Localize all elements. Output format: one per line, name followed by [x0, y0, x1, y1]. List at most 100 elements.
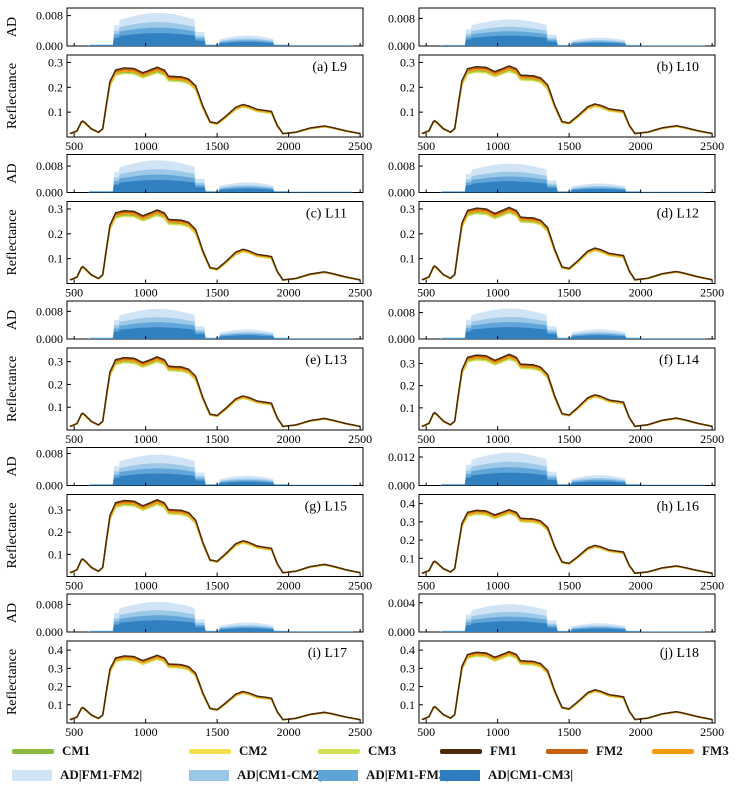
- legend-label-ad-cm1-cm3: AD|CM1-CM3|: [488, 767, 574, 782]
- reflectance-line-fm1: [421, 65, 713, 135]
- panel-8: 0.000 0.012 0.1 0.2 0.3 0.4 500 1000 1500 2000 250…: [388, 447, 724, 593]
- reflectance-tick-label: 0.2: [400, 227, 415, 241]
- panel-label: (c) L11: [306, 207, 347, 222]
- ad-axis-label: AD: [5, 163, 20, 183]
- x-tick-label: 2000: [277, 139, 301, 153]
- reflectance-axis-label: Reflectance: [5, 63, 20, 129]
- ad-area-4: [419, 621, 713, 632]
- legend: CM1 CM2 CM3 FM1 FM2 FM3 AD|FM1-FM2| AD|C…: [0, 736, 737, 807]
- ad-plot-frame: [66, 300, 364, 340]
- reflectance-tick-label: 0.3: [400, 55, 415, 69]
- x-tick-label: 500: [417, 579, 435, 593]
- reflectance-tick-label: 0.2: [48, 227, 63, 241]
- ad-area-4: [67, 327, 361, 339]
- ad-area-4: [419, 472, 713, 486]
- legend-label-fm3: FM3: [702, 743, 729, 758]
- legend-swatch-fm2: [546, 748, 588, 754]
- x-tick-label: 2500: [348, 286, 372, 300]
- ad-area-4: [419, 181, 713, 193]
- ad-tick-label: 0.008: [388, 159, 415, 173]
- x-tick-label: 500: [417, 139, 435, 153]
- panel-9: 0.000 0.008 AD 0.1 0.2 0.3 0.4 Reflectance 500 10…: [5, 593, 372, 736]
- x-tick-label: 1000: [486, 725, 510, 736]
- reflectance-tick-label: 0.4: [48, 643, 63, 657]
- ad-plot-frame: [418, 447, 716, 486]
- x-tick-label: 1000: [486, 432, 510, 446]
- x-tick-label: 2000: [629, 432, 653, 446]
- legend-label-cm3: CM3: [368, 743, 397, 758]
- reflectance-line-fm1: [421, 353, 713, 428]
- reflectance-tick-label: 0.1: [400, 401, 415, 415]
- reflectance-tick-label: 0.2: [400, 680, 415, 694]
- legend-label-fm2: FM2: [596, 743, 623, 758]
- reflectance-tick-label: 0.3: [48, 355, 63, 369]
- panel-label: (f) L14: [659, 353, 699, 368]
- legend-swatch-cm3: [318, 748, 360, 754]
- ad-plot-frame: [66, 7, 364, 47]
- panel-label: (b) L10: [657, 60, 699, 75]
- panel-label: (d) L12: [657, 207, 699, 222]
- reflectance-axis-label: Reflectance: [5, 356, 20, 422]
- panel-label: (a) L9: [312, 60, 347, 75]
- reflectance-tick-label: 0.3: [48, 503, 63, 517]
- legend-swatch-cm1: [12, 748, 54, 754]
- reflectance-tick-label: 0.1: [48, 698, 63, 712]
- panel-label: (e) L13: [305, 353, 347, 368]
- x-tick-label: 500: [417, 286, 435, 300]
- panel-7: 0.000 0.008 AD 0.1 0.2 0.3 Reflectance 500 1000 1…: [5, 447, 372, 593]
- x-tick-label: 2000: [277, 432, 301, 446]
- panel-label: (i) L17: [308, 646, 347, 661]
- x-tick-label: 1500: [557, 725, 581, 736]
- legend-swatch-fm3: [652, 748, 694, 754]
- reflectance-axis-label: Reflectance: [5, 209, 20, 275]
- ad-tick-label: 0.008: [388, 11, 415, 25]
- reflectance-tick-label: 0.1: [48, 252, 63, 266]
- reflectance-tick-label: 0.2: [48, 80, 63, 94]
- legend-label-ad-cm1-cm2: AD|CM1-CM2|: [237, 767, 323, 782]
- ad-plot-frame: [418, 593, 716, 633]
- x-tick-label: 2000: [629, 139, 653, 153]
- legend-item-ad-fm1-fm2: AD|FM1-FM2|: [12, 766, 142, 784]
- ad-area-4: [67, 620, 361, 632]
- ad-tick-label: 0.000: [388, 625, 415, 639]
- ad-tick-label: 0.004: [388, 596, 415, 610]
- reflectance-tick-label: 0.4: [400, 643, 415, 657]
- reflectance-axis-label: Reflectance: [5, 649, 20, 715]
- ad-area-4: [419, 35, 713, 46]
- legend-item-fm2: FM2: [546, 742, 623, 760]
- x-tick-label: 2500: [700, 286, 724, 300]
- legend-item-cm3: CM3: [318, 742, 396, 760]
- panel-1: 0.000 0.008 AD 0.1 0.2 0.3 Reflectance 500 1000 1…: [5, 7, 372, 153]
- reflectance-tick-label: 0.3: [48, 661, 63, 675]
- ad-tick-label: 0.000: [36, 479, 63, 493]
- x-tick-label: 1000: [134, 432, 158, 446]
- ad-tick-label: 0.000: [36, 39, 63, 53]
- ad-tick-label: 0.000: [36, 625, 63, 639]
- legend-label-ad-fm1-fm3: AD|FM1-FM3|: [366, 767, 449, 782]
- figure-panels: 0.000 0.008 AD 0.1 0.2 0.3 Reflectance 500 1000 1…: [5, 7, 724, 736]
- x-tick-label: 2000: [277, 725, 301, 736]
- ad-tick-label: 0.008: [36, 597, 63, 611]
- reflectance-tick-label: 0.1: [400, 105, 415, 119]
- reflectance-tick-label: 0.2: [48, 680, 63, 694]
- ad-tick-label: 0.000: [388, 332, 415, 346]
- ad-plot-frame: [418, 7, 716, 47]
- reflectance-plot-frame: [66, 494, 364, 577]
- reflectance-tick-label: 0.4: [400, 497, 415, 511]
- panel-label: (g) L15: [305, 500, 347, 515]
- x-tick-label: 1500: [557, 579, 581, 593]
- reflectance-tick-label: 0.2: [400, 379, 415, 393]
- panel-3: 0.000 0.008 AD 0.1 0.2 0.3 Reflectance 500 1000 1…: [5, 154, 372, 300]
- ad-plot-frame: [418, 300, 716, 340]
- x-tick-label: 1500: [557, 432, 581, 446]
- legend-box-ad-fm1-fm2: [12, 769, 52, 781]
- ad-area-4: [67, 473, 361, 486]
- x-tick-label: 500: [417, 725, 435, 736]
- x-tick-label: 1500: [557, 286, 581, 300]
- legend-item-cm2: CM2: [189, 742, 267, 760]
- reflectance-tick-label: 0.3: [400, 515, 415, 529]
- x-tick-label: 1000: [134, 579, 158, 593]
- legend-item-cm1: CM1: [12, 742, 90, 760]
- panel-10: 0.000 0.004 0.1 0.2 0.3 0.4 500 1000 1500 2000 250…: [388, 593, 724, 736]
- ad-axis-label: AD: [5, 310, 20, 330]
